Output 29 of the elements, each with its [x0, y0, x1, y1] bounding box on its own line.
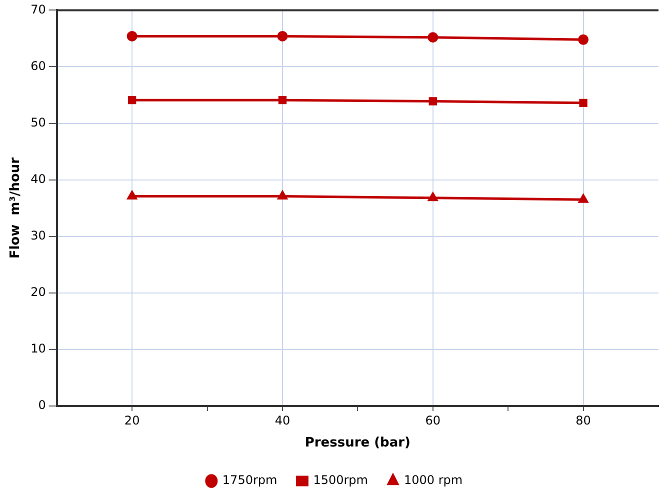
point	[277, 30, 288, 42]
y-tick-label: 40	[30, 172, 46, 186]
point	[428, 97, 437, 106]
y-tick-label: 0	[38, 398, 46, 412]
y-tick-label: 30	[30, 228, 46, 242]
point	[579, 98, 588, 108]
y-tick-label: 60	[30, 58, 46, 73]
x-tick-label: 80	[576, 413, 591, 428]
point	[578, 194, 588, 203]
point	[128, 96, 136, 104]
point	[428, 32, 438, 43]
point	[127, 190, 137, 200]
point	[278, 96, 287, 104]
point	[428, 192, 438, 202]
x-tick-label: 40	[274, 413, 290, 428]
x-axis-title: Pressure (bar)	[304, 436, 410, 451]
y-tick-label: 70	[30, 2, 46, 16]
legend-label: 1750rpm	[222, 473, 278, 488]
point	[278, 190, 288, 200]
x-tick-label: 20	[124, 413, 140, 428]
x-tick-label: 60	[425, 413, 441, 428]
legend-label: 1500rpm	[313, 473, 368, 488]
y-tick-label: 20	[30, 285, 46, 300]
y-tick-label: 50	[30, 115, 46, 130]
y-axis-title: Flow m³/hour	[8, 156, 24, 259]
point	[578, 34, 589, 45]
point	[126, 30, 138, 42]
legend-label: 1000 rpm	[404, 473, 463, 488]
y-tick-label: 10	[30, 342, 46, 356]
